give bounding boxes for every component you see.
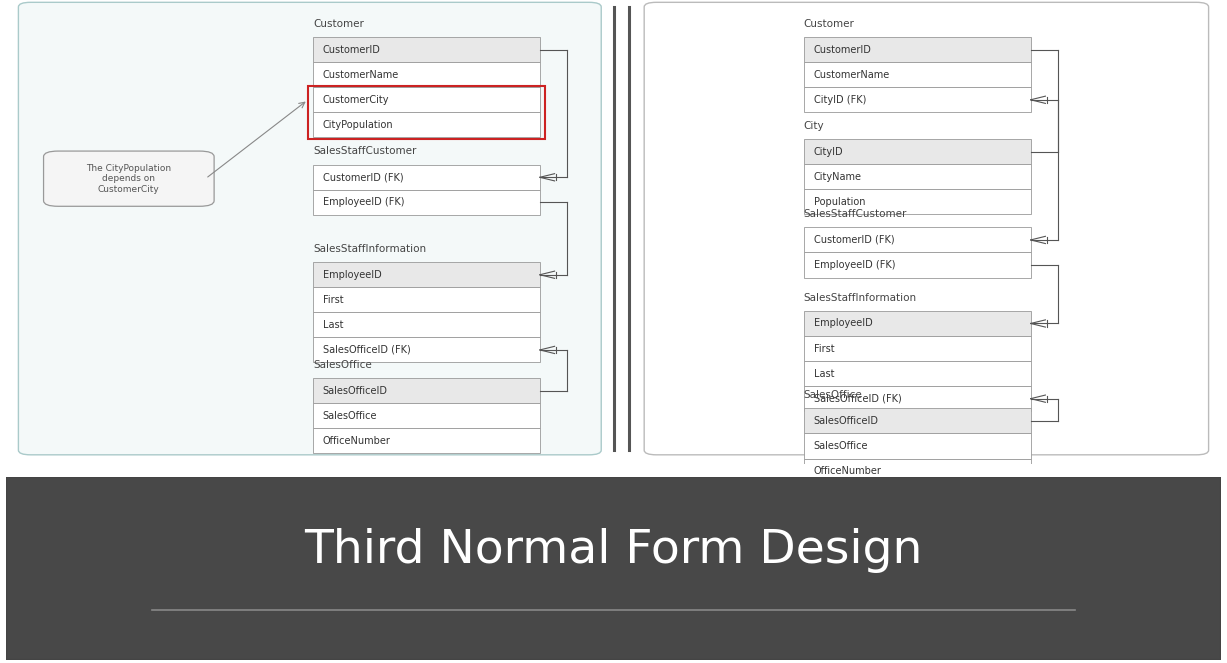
Text: SalesStaffInformation: SalesStaffInformation xyxy=(804,292,917,302)
FancyBboxPatch shape xyxy=(644,2,1209,455)
Bar xyxy=(804,434,1031,459)
Text: First: First xyxy=(323,295,344,305)
Text: CityName: CityName xyxy=(814,172,861,182)
Bar xyxy=(804,190,1031,214)
Text: Third Normal Form Design: Third Normal Form Design xyxy=(304,528,923,573)
Text: CityPopulation: CityPopulation xyxy=(323,120,394,130)
Bar xyxy=(313,378,540,403)
Bar xyxy=(804,459,1031,483)
Text: CustomerID: CustomerID xyxy=(814,44,871,54)
Bar xyxy=(313,287,540,312)
Bar xyxy=(804,408,1031,434)
Text: OfficeNumber: OfficeNumber xyxy=(323,436,390,446)
Bar xyxy=(804,139,1031,164)
Bar xyxy=(313,88,540,112)
Text: Last: Last xyxy=(323,320,344,330)
Text: SalesOfficeID: SalesOfficeID xyxy=(814,416,879,426)
Bar xyxy=(313,428,540,453)
Bar xyxy=(804,336,1031,361)
Text: EmployeeID: EmployeeID xyxy=(814,318,872,328)
Text: CustomerID (FK): CustomerID (FK) xyxy=(323,172,404,182)
Text: CityID: CityID xyxy=(814,147,843,156)
Text: EmployeeID: EmployeeID xyxy=(323,270,382,280)
Text: CustomerID: CustomerID xyxy=(323,44,380,54)
FancyBboxPatch shape xyxy=(43,151,213,206)
Bar xyxy=(308,86,545,139)
Text: Customer: Customer xyxy=(804,19,854,29)
Bar xyxy=(313,312,540,337)
Text: CityID (FK): CityID (FK) xyxy=(814,95,866,105)
Bar xyxy=(313,262,540,287)
Text: SalesOfficeID (FK): SalesOfficeID (FK) xyxy=(323,345,411,355)
Text: SalesOfficeID (FK): SalesOfficeID (FK) xyxy=(814,394,902,404)
Bar xyxy=(804,253,1031,278)
Text: SalesOfficeID: SalesOfficeID xyxy=(323,386,388,396)
Bar xyxy=(804,311,1031,336)
Bar xyxy=(804,37,1031,62)
Bar xyxy=(313,62,540,88)
Text: SalesStaffCustomer: SalesStaffCustomer xyxy=(313,147,416,156)
Text: The CityPopulation
depends on
CustomerCity: The CityPopulation depends on CustomerCi… xyxy=(86,164,172,194)
Text: EmployeeID (FK): EmployeeID (FK) xyxy=(814,260,894,270)
Text: CustomerCity: CustomerCity xyxy=(323,95,389,105)
Text: First: First xyxy=(814,343,834,353)
Text: Population: Population xyxy=(814,197,865,207)
Bar xyxy=(804,88,1031,112)
Text: CustomerID (FK): CustomerID (FK) xyxy=(814,235,894,245)
Bar xyxy=(804,386,1031,411)
Bar xyxy=(804,62,1031,88)
Text: SalesOffice: SalesOffice xyxy=(313,360,372,370)
Bar xyxy=(804,361,1031,386)
Text: SalesOffice: SalesOffice xyxy=(323,411,377,421)
Bar xyxy=(313,37,540,62)
Text: EmployeeID (FK): EmployeeID (FK) xyxy=(323,198,404,208)
Bar xyxy=(804,227,1031,253)
Bar xyxy=(313,190,540,215)
Text: Customer: Customer xyxy=(313,19,363,29)
Bar xyxy=(313,337,540,363)
Bar xyxy=(804,164,1031,190)
Bar xyxy=(313,403,540,428)
Bar xyxy=(313,112,540,137)
Text: CustomerName: CustomerName xyxy=(323,70,399,80)
Text: SalesStaffCustomer: SalesStaffCustomer xyxy=(804,209,907,219)
FancyBboxPatch shape xyxy=(18,2,601,455)
Text: City: City xyxy=(804,121,825,131)
Text: SalesOffice: SalesOffice xyxy=(804,390,863,400)
Text: Last: Last xyxy=(814,369,834,379)
Bar xyxy=(313,164,540,190)
Text: SalesStaffInformation: SalesStaffInformation xyxy=(313,244,426,254)
Text: OfficeNumber: OfficeNumber xyxy=(814,466,881,476)
Text: CustomerName: CustomerName xyxy=(814,70,890,80)
Text: SalesOffice: SalesOffice xyxy=(814,441,867,451)
